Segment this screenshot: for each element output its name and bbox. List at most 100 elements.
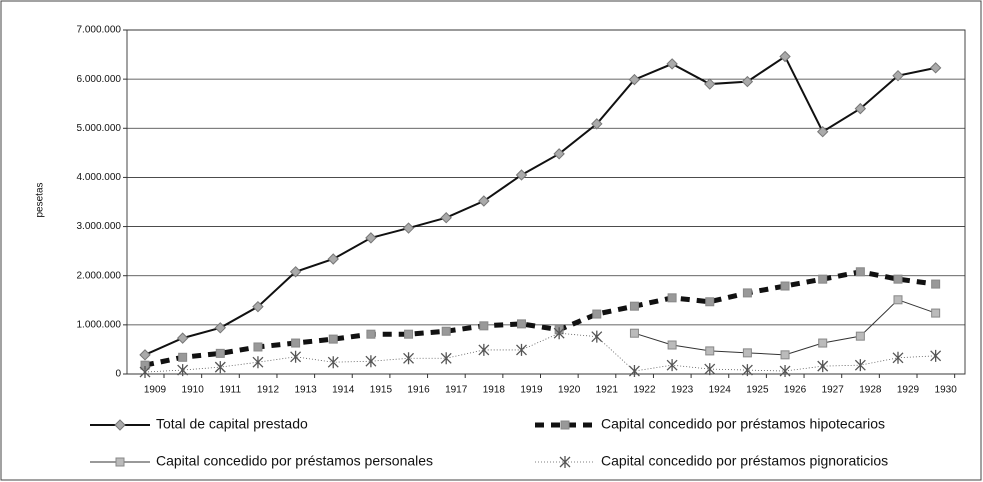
legend-marker (560, 420, 570, 430)
marker (553, 327, 565, 340)
x-tick-label: 1916 (407, 385, 430, 396)
marker (215, 348, 225, 358)
marker (553, 148, 565, 160)
marker (741, 75, 754, 88)
x-tick-label: 1920 (558, 385, 581, 396)
marker (176, 332, 189, 344)
marker (290, 350, 302, 363)
series-line (634, 299, 936, 356)
marker (178, 352, 188, 362)
marker (742, 288, 752, 298)
marker (478, 343, 490, 356)
marker (855, 267, 865, 277)
y-axis-label: pesetas (35, 182, 46, 217)
x-tick-label: 1910 (182, 385, 205, 396)
x-tick-label: 1914 (332, 385, 355, 396)
marker (289, 266, 302, 278)
marker (441, 326, 451, 336)
marker (478, 195, 490, 207)
marker (253, 342, 263, 352)
marker (177, 364, 189, 377)
y-tick-label: 5.000.000 (77, 123, 122, 134)
marker (404, 329, 414, 339)
marker (591, 330, 603, 343)
marker (705, 297, 715, 307)
x-tick-label: 1918 (483, 385, 506, 396)
marker (252, 300, 264, 313)
marker (629, 328, 639, 338)
marker (854, 102, 867, 115)
marker (854, 359, 866, 372)
x-tick-label: 1928 (859, 385, 882, 396)
marker (139, 349, 151, 361)
marker (252, 356, 264, 369)
marker (291, 338, 301, 348)
marker (479, 321, 489, 331)
marker (440, 352, 452, 365)
marker (403, 352, 415, 365)
legend-label: Total de capital prestado (156, 416, 308, 432)
marker (139, 366, 151, 379)
marker (893, 274, 903, 284)
marker (365, 355, 377, 368)
marker (592, 309, 602, 319)
marker (214, 361, 226, 374)
x-tick-label: 1912 (257, 385, 280, 396)
marker (629, 301, 639, 311)
x-tick-label: 1929 (897, 385, 920, 396)
y-tick-label: 1.000.000 (77, 319, 122, 330)
y-tick-label: 4.000.000 (77, 172, 122, 183)
legend-label: Capital concedido por préstamos pignorat… (601, 453, 888, 469)
x-tick-label: 1923 (671, 385, 694, 396)
x-tick-label: 1917 (445, 385, 468, 396)
marker (517, 319, 526, 329)
marker (931, 308, 941, 318)
marker (327, 356, 339, 369)
x-tick-label: 1924 (709, 385, 732, 396)
marker (704, 78, 716, 90)
y-tick-label: 3.000.000 (77, 221, 122, 232)
marker (816, 126, 829, 138)
legend-label: Capital concedido por préstamos hipoteca… (601, 416, 885, 432)
y-tick-label: 6.000.000 (77, 74, 122, 85)
marker (817, 360, 829, 373)
marker (214, 322, 227, 334)
marker (705, 346, 715, 356)
marker (742, 348, 752, 358)
marker (929, 62, 942, 74)
marker (666, 359, 678, 372)
marker (931, 279, 941, 289)
marker (591, 118, 603, 130)
marker (855, 331, 865, 341)
marker (628, 365, 640, 378)
legend-marker (114, 419, 126, 431)
marker (779, 50, 791, 63)
marker (515, 169, 528, 181)
marker (667, 340, 677, 350)
marker (930, 349, 942, 362)
marker (780, 350, 790, 360)
y-tick-label: 7.000.000 (77, 25, 122, 36)
legend-label: Capital concedido por préstamos personal… (156, 453, 433, 469)
x-tick-label: 1913 (294, 385, 317, 396)
x-tick-label: 1911 (220, 385, 242, 396)
marker (893, 295, 903, 305)
marker (818, 274, 828, 284)
marker (741, 364, 753, 377)
legend-marker (115, 457, 125, 467)
marker (328, 334, 338, 344)
plot-area (126, 29, 966, 375)
marker (818, 338, 828, 348)
y-tick-label: 0 (115, 369, 121, 380)
x-tick-label: 1930 (935, 385, 958, 396)
x-tick-label: 1921 (596, 385, 619, 396)
x-tick-label: 1919 (520, 385, 543, 396)
series-line (144, 269, 936, 368)
marker (666, 58, 678, 70)
marker (327, 253, 339, 265)
x-tick-label: 1927 (822, 385, 845, 396)
marker (628, 73, 641, 86)
x-tick-label: 1926 (784, 385, 807, 396)
marker (440, 212, 452, 224)
